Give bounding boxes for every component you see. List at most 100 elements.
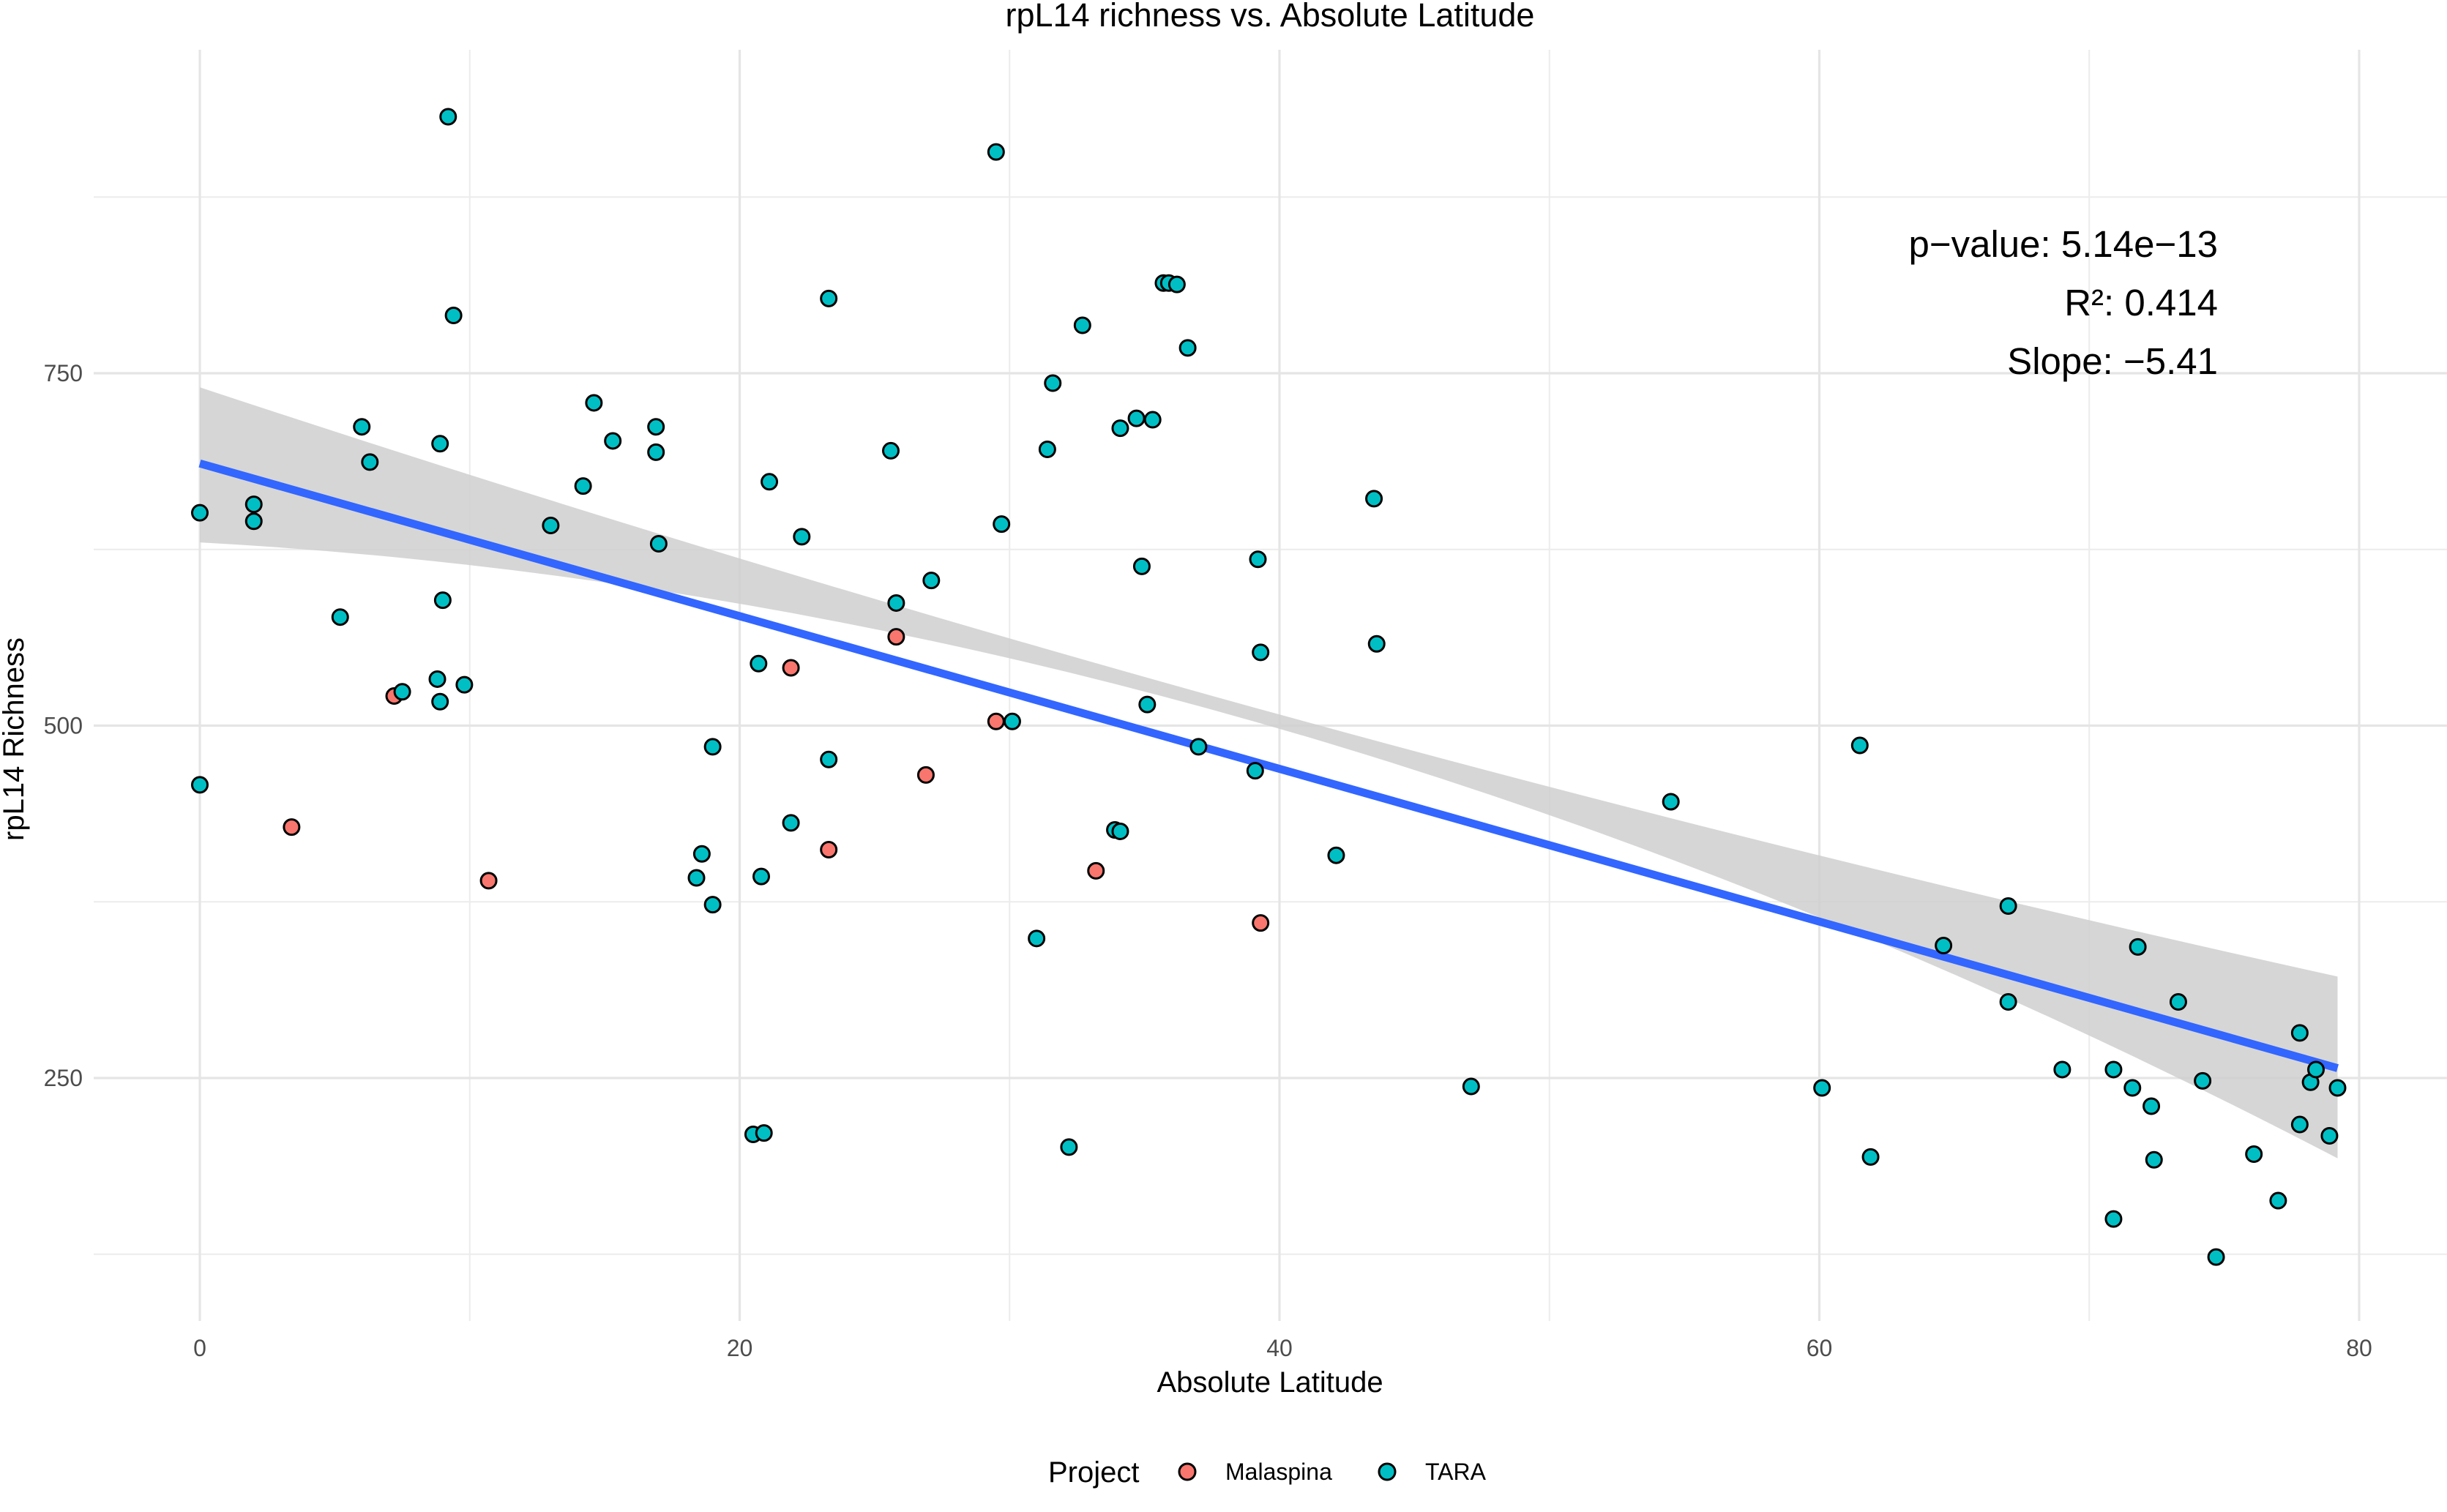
- data-point-tara: [431, 692, 449, 711]
- data-point-tara: [647, 418, 665, 436]
- p-value-annotation: p−value: 5.14e−13: [1908, 223, 2218, 265]
- data-point-tara: [191, 776, 209, 794]
- data-point-tara: [1028, 929, 1046, 948]
- data-point-tara: [2123, 1079, 2142, 1097]
- legend: Project Malaspina TARA: [1048, 1456, 1487, 1489]
- data-point-malaspina: [887, 628, 905, 646]
- data-point-tara: [1003, 712, 1021, 730]
- data-point-tara: [1367, 635, 1386, 653]
- data-point-tara: [755, 1124, 773, 1142]
- data-point-tara: [1662, 793, 1680, 811]
- data-point-tara: [439, 108, 457, 126]
- data-point-tara: [2104, 1060, 2123, 1079]
- data-point-malaspina: [987, 712, 1005, 730]
- data-point-tara: [1073, 316, 1091, 334]
- data-point-tara: [987, 143, 1005, 161]
- data-point-tara: [820, 289, 838, 307]
- x-tick-label: 80: [2346, 1335, 2372, 1361]
- data-point-tara: [752, 867, 770, 886]
- data-point-tara: [649, 535, 668, 553]
- data-point-tara: [692, 845, 711, 863]
- data-point-malaspina: [916, 766, 935, 784]
- y-tick-label: 750: [44, 360, 83, 386]
- legend-key-tara: [1378, 1462, 1397, 1481]
- data-point-tara: [2194, 1071, 2212, 1090]
- data-point-malaspina: [479, 872, 498, 890]
- confidence-band: [200, 387, 2338, 1159]
- data-point-tara: [244, 512, 263, 531]
- data-point-tara: [431, 435, 449, 453]
- data-point-tara: [1168, 275, 1186, 293]
- data-point-malaspina: [1252, 914, 1270, 932]
- data-point-tara: [2307, 1060, 2325, 1079]
- regression-line: [198, 459, 2339, 1072]
- data-point-tara: [993, 515, 1011, 534]
- data-point-tara: [687, 869, 706, 887]
- data-point-tara: [1132, 557, 1151, 575]
- data-point-tara: [1138, 695, 1157, 714]
- data-point-tara: [2290, 1024, 2309, 1042]
- data-point-tara: [433, 591, 452, 610]
- y-tick-label: 250: [44, 1065, 83, 1091]
- data-points: [191, 108, 2347, 1266]
- data-point-tara: [455, 675, 474, 694]
- data-point-tara: [393, 683, 411, 701]
- data-point-malaspina: [820, 840, 838, 858]
- data-point-tara: [1999, 992, 2017, 1011]
- data-point-tara: [353, 418, 371, 436]
- data-point-tara: [2290, 1115, 2309, 1134]
- stats-annotation: p−value: 5.14e−13 R²: 0.414 Slope: −5.41: [1908, 223, 2218, 382]
- legend-label-tara: TARA: [1425, 1459, 1487, 1485]
- data-point-tara: [1111, 419, 1129, 438]
- x-tick-label: 60: [1807, 1335, 1833, 1361]
- regression-fit-line: [198, 459, 2339, 1072]
- data-point-tara: [2320, 1126, 2339, 1145]
- data-point-tara: [887, 594, 905, 612]
- data-point-tara: [1143, 411, 1162, 429]
- data-point-tara: [2245, 1145, 2263, 1164]
- data-point-tara: [331, 608, 349, 626]
- data-point-tara: [2169, 992, 2187, 1011]
- data-point-tara: [444, 307, 463, 325]
- data-point-tara: [2207, 1248, 2225, 1266]
- chart-title: rpL14 richness vs. Absolute Latitude: [1006, 0, 1535, 34]
- data-point-tara: [1060, 1138, 1078, 1156]
- legend-title: Project: [1048, 1456, 1140, 1489]
- data-point-tara: [793, 528, 811, 546]
- data-point-tara: [703, 896, 722, 914]
- data-point-tara: [2129, 937, 2147, 956]
- data-point-tara: [1189, 738, 1208, 756]
- data-point-tara: [2145, 1150, 2163, 1169]
- data-point-malaspina: [1087, 861, 1105, 880]
- data-point-tara: [820, 750, 838, 768]
- x-tick-label: 0: [193, 1335, 206, 1361]
- data-point-tara: [191, 504, 209, 522]
- data-point-tara: [1127, 409, 1146, 427]
- data-point-tara: [1999, 897, 2017, 916]
- confidence-band-area: [200, 387, 2338, 1159]
- major-gridlines: [94, 50, 2447, 1321]
- data-point-tara: [703, 738, 722, 756]
- legend-key-malaspina: [1178, 1462, 1197, 1481]
- data-point-tara: [1365, 490, 1383, 508]
- data-point-tara: [761, 473, 779, 491]
- data-point-tara: [1249, 550, 1267, 569]
- data-point-tara: [1246, 762, 1264, 780]
- data-point-tara: [1935, 936, 1953, 954]
- y-axis-label: rpL14 Richness: [0, 637, 30, 841]
- data-point-tara: [585, 394, 603, 412]
- data-point-tara: [882, 441, 900, 460]
- data-point-tara: [2269, 1191, 2287, 1210]
- data-point-tara: [361, 453, 379, 471]
- data-point-tara: [604, 432, 622, 450]
- data-point-tara: [1462, 1077, 1480, 1096]
- data-point-tara: [574, 477, 592, 495]
- data-point-tara: [1178, 339, 1197, 357]
- data-point-tara: [782, 814, 800, 832]
- data-point-tara: [922, 572, 941, 590]
- data-point-tara: [1850, 736, 1869, 755]
- data-point-tara: [542, 517, 560, 535]
- data-point-malaspina: [283, 818, 301, 837]
- data-point-tara: [1861, 1148, 1880, 1166]
